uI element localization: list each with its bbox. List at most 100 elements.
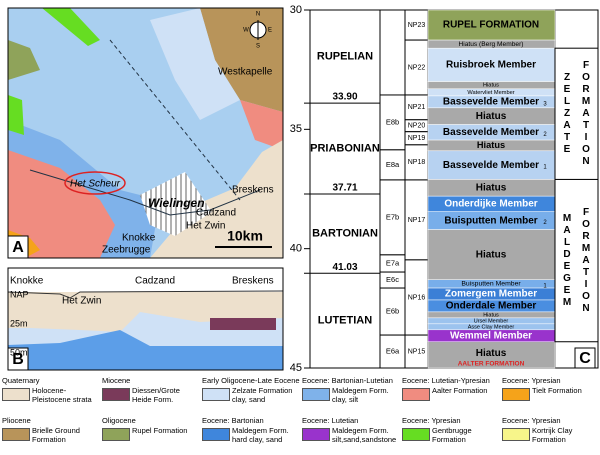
legend-label: Tielt Formation (532, 386, 582, 395)
panel-label: C (579, 350, 591, 367)
member-label: Hiatus (477, 140, 505, 150)
zone (379, 334, 406, 369)
stratigraphy: 30 35 40 45 RUPELIAN PRIABONIAN BARTONIAN LUTET… (290, 4, 599, 372)
zone-label: E6c (386, 275, 399, 284)
legend-item: Miocene Diessen/Grote Heide Form. (100, 376, 200, 416)
member-index: 1 (543, 165, 547, 171)
place: Het Zwin (186, 221, 225, 232)
legend-item: Pliocene Brielle Ground Formation (0, 416, 100, 455)
legend-group: Eocene: Lutetian (302, 416, 359, 425)
formation-label: ZELZATE (561, 71, 573, 156)
member-index: 3 (543, 101, 547, 107)
depth-label: 25m (10, 318, 28, 328)
compass-letter: E (268, 28, 272, 34)
formation (554, 178, 599, 343)
member-label: Bassevelde Member (443, 160, 539, 171)
place: Het Scheur (70, 179, 121, 190)
legend-group: Early Oligocene-Late Eocene (202, 376, 300, 385)
zone-label: NP23 (408, 22, 426, 29)
legend-item: Oligocene Rupel Formation (100, 416, 200, 455)
place: Het Zwin (62, 296, 101, 307)
place: Westkapelle (218, 67, 273, 78)
member-label: Onderdale Member (446, 301, 537, 312)
y-tick-label: 30 (290, 4, 302, 16)
member-label: Hiatus (476, 348, 507, 359)
zone-label: E6a (386, 347, 400, 356)
member-label: Buisputten Member (444, 215, 537, 226)
legend-label: Aalter Formation (432, 386, 488, 395)
member-label: Hiatus (Berg Member) (458, 41, 523, 48)
legend-swatch (502, 388, 530, 401)
legend-label: Rupel Formation (132, 426, 188, 435)
legend-label: Brielle Ground Formation (32, 426, 80, 444)
legend-item: Quaternary Holocene-Pleistocene strata (0, 376, 100, 416)
zone-label: NP16 (408, 294, 426, 301)
member-label: Ursel Member (474, 318, 509, 324)
y-tick-label: 35 (290, 123, 302, 135)
depth-label: 50m (10, 347, 28, 357)
member-label: Hiatus (483, 83, 499, 89)
member-label: Asse Clay Member (468, 324, 515, 330)
member-label: Hiatus (476, 111, 507, 122)
legend-group: Eocene: Bartonian-Lutetian (302, 376, 393, 385)
legend-label: Diessen/Grote Heide Form. (132, 386, 180, 404)
legend-item: Eocene: Ypresian Kortrijk Clay Formation (500, 416, 600, 455)
legend-item: Eocene: Lutetian Maldegem Form. silt,sand… (300, 416, 400, 455)
zone-label: NP20 (408, 123, 426, 130)
legend-swatch (302, 388, 330, 401)
member-index: 2 (543, 132, 547, 138)
panel-a-frame (7, 7, 284, 259)
member-label: RUPEL FORMATION (443, 20, 539, 31)
legend-item: Eocene: Ypresian Gentbrugge Formation (400, 416, 500, 455)
zone-label: NP19 (408, 135, 426, 142)
panel-label: A (12, 239, 24, 256)
legend-group: Pliocene (2, 416, 31, 425)
map (8, 8, 283, 258)
member-label: Hiatus (483, 312, 499, 318)
member-label: Hiatus (476, 182, 507, 193)
legend-group: Eocene: Ypresian (502, 376, 561, 385)
stage: RUPELIAN (317, 50, 373, 62)
age-label: 41.03 (332, 262, 357, 273)
legend-label: Maldegem Form. silt,sand,sandstone (332, 426, 397, 444)
place: Cadzand (196, 208, 236, 219)
place: Knokke (10, 276, 44, 287)
zone (379, 94, 406, 151)
zone-label: NP21 (408, 104, 426, 111)
legend-label: Zelzate Formation clay, sand (232, 386, 293, 404)
legend-group: Eocene: Bartonian (202, 416, 264, 425)
legend-label: Maldegem Form. clay, silt (332, 386, 389, 404)
legend-swatch (2, 428, 30, 441)
member-label: Wemmel Member (450, 330, 532, 341)
scale-label: 10km (227, 228, 263, 244)
member-label: Bassevelde Member (443, 127, 539, 138)
formation-label: FORMATION (580, 59, 592, 168)
legend-swatch (202, 428, 230, 441)
age-label: 33.90 (332, 92, 357, 103)
zone-label: NP18 (408, 159, 426, 166)
formation-label: MALDEGEM (561, 212, 573, 309)
member-label: Ruisbroek Member (446, 60, 536, 71)
member-index: 1 (543, 283, 547, 289)
legend-item: Eocene: Lutetian-Ypresian Aalter Formatio… (400, 376, 500, 416)
legend-label: Holocene-Pleistocene strata (32, 386, 92, 404)
member-label: Bassevelde Member (443, 97, 539, 108)
age-label: 37.71 (332, 183, 357, 194)
zone-label: E8a (386, 160, 400, 169)
member-label: Buisputten Member (461, 281, 521, 288)
legend-group: Miocene (102, 376, 131, 385)
place: Knokke (122, 233, 156, 244)
legend-label: Kortrijk Clay Formation (532, 426, 573, 444)
legend-group: Eocene: Ypresian (402, 416, 461, 425)
stage: PRIABONIAN (310, 142, 380, 154)
zone-label: NP22 (408, 64, 426, 71)
legend-swatch (202, 388, 230, 401)
zone-label: E8b (386, 117, 399, 126)
member-label: Hiatus (476, 249, 507, 260)
stage: LUTETIAN (318, 315, 372, 327)
zone-label: NP17 (408, 217, 426, 224)
zone (379, 179, 406, 256)
cross-section (8, 268, 283, 370)
legend-item: Eocene: Bartonian-Lutetian Maldegem Form.… (300, 376, 400, 416)
